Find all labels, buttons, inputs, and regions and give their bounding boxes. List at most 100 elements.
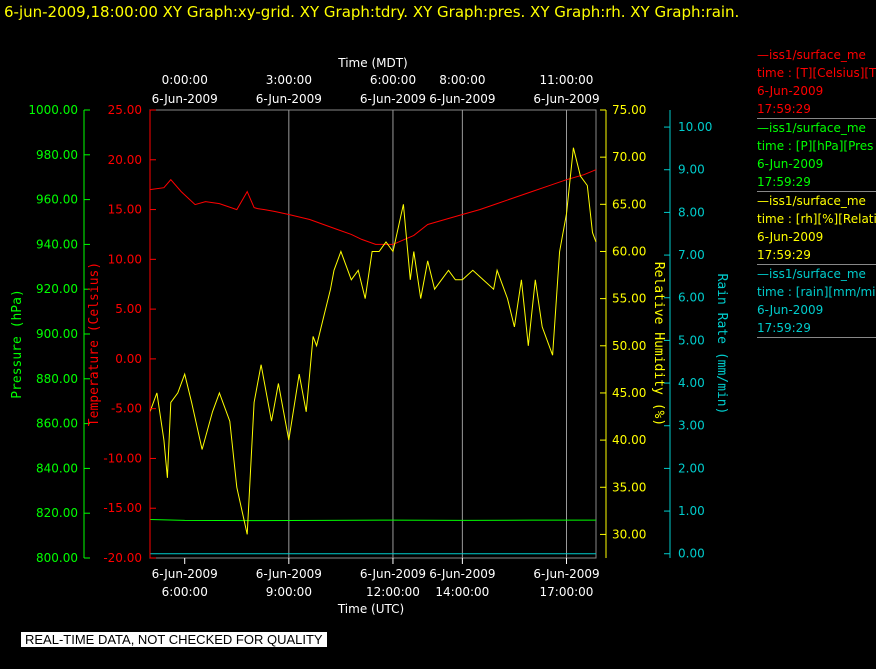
tick-label: 55.00 [612, 292, 646, 306]
tick-label: 940.00 [36, 237, 78, 251]
bottom-tick-label: 14:00:00 [435, 585, 489, 599]
top-tick-label: 3:00:00 [266, 73, 312, 87]
bottom-axis-title: Time (UTC) [337, 602, 404, 616]
bottom-tick-date: 6-Jun-2009 [360, 567, 426, 581]
tick-label: 10.00 [678, 120, 712, 134]
tick-label: -5.00 [111, 402, 142, 416]
legend-series-name: —iss1/surface_me [757, 48, 866, 62]
tick-label: 0.00 [678, 547, 705, 561]
tick-label: 0.00 [115, 352, 142, 366]
bottom-tick-date: 6-Jun-2009 [152, 567, 218, 581]
legend-date: 6-Jun-2009 [757, 84, 824, 98]
tick-label: 1.00 [678, 504, 705, 518]
legend-pressure[interactable]: —iss1/surface_me time : [P][hPa][Pres 6-… [757, 119, 876, 192]
legend-date: 6-Jun-2009 [757, 303, 824, 317]
tick-label: 880.00 [36, 372, 78, 386]
tick-label: 6.00 [678, 291, 705, 305]
bottom-tick-label: 6:00:00 [162, 585, 208, 599]
tick-label: 65.00 [612, 197, 646, 211]
tick-label: 70.00 [612, 150, 646, 164]
legend-series-var: time : [P][hPa][Pres [757, 139, 874, 153]
tick-label: -15.00 [103, 501, 142, 515]
bottom-tick-label: 9:00:00 [266, 585, 312, 599]
tick-label: 7.00 [678, 248, 705, 262]
axis-title: Rain Rate (mm/min) [714, 274, 729, 415]
time-axes: Time (MDT) 0:00:00 6-Jun-2009 3:00:00 6-Jun-… [152, 56, 600, 616]
tick-label: 35.00 [612, 480, 646, 494]
legend-time: 17:59:29 [757, 321, 811, 335]
series-line-temperature [149, 169, 597, 245]
series-line-humidity [149, 147, 597, 535]
legend-time: 17:59:29 [757, 175, 811, 189]
graph-title: 6-jun-2009,18:00:00 XY Graph:xy-grid. XY… [4, 3, 740, 21]
tick-label: 900.00 [36, 327, 78, 341]
rain-axis: 0.00 1.00 2.00 3.00 4.00 5.00 6.00 7.00 8.00 9.00… [664, 110, 729, 561]
tick-label: 30.00 [612, 527, 646, 541]
legend-humidity[interactable]: —iss1/surface_me time : [rh][%][Relati 6… [757, 192, 876, 265]
legend-date: 6-Jun-2009 [757, 230, 824, 244]
legend-rain[interactable]: —iss1/surface_me time : [rain][mm/mir 6-… [757, 265, 876, 338]
legend-series-var: time : [rain][mm/mir [757, 285, 876, 299]
top-tick-label: 8:00:00 [439, 73, 485, 87]
axis-title: Temperature (Celsius) [87, 262, 102, 426]
legend: —iss1/surface_me time : [T][Celsius][T 6… [757, 46, 876, 338]
quality-disclaimer: REAL-TIME DATA, NOT CHECKED FOR QUALITY [21, 632, 327, 647]
top-tick-date: 6-Jun-2009 [256, 92, 322, 106]
tick-label: 820.00 [36, 506, 78, 520]
bottom-tick-date: 6-Jun-2009 [429, 567, 495, 581]
tick-label: 10.00 [108, 252, 142, 266]
series-line-pressure [149, 519, 596, 522]
tick-label: 45.00 [612, 386, 646, 400]
top-tick-label: 0:00:00 [162, 73, 208, 87]
tick-label: 8.00 [678, 205, 705, 219]
legend-series-name: —iss1/surface_me [757, 194, 866, 208]
tick-label: 840.00 [36, 461, 78, 475]
legend-series-name: —iss1/surface_me [757, 267, 866, 281]
tick-label: 9.00 [678, 163, 705, 177]
bottom-tick-date: 6-Jun-2009 [256, 567, 322, 581]
axis-title: Pressure (hPa) [10, 289, 25, 399]
tick-label: 15.00 [108, 203, 142, 217]
legend-temperature[interactable]: —iss1/surface_me time : [T][Celsius][T 6… [757, 46, 876, 119]
top-tick-date: 6-Jun-2009 [429, 92, 495, 106]
tick-label: 960.00 [36, 193, 78, 207]
tick-label: 50.00 [612, 339, 646, 353]
tick-label: 800.00 [36, 551, 78, 565]
tick-label: 920.00 [36, 282, 78, 296]
top-tick-date: 6-Jun-2009 [360, 92, 426, 106]
tick-label: 60.00 [612, 244, 646, 258]
temperature-axis: -20.00 -15.00 -10.00 -5.00 0.00 5.00 10.00 15.0… [87, 103, 156, 565]
tick-label: 980.00 [36, 148, 78, 162]
legend-time: 17:59:29 [757, 248, 811, 262]
tick-label: 40.00 [612, 433, 646, 447]
tick-label: 75.00 [612, 103, 646, 117]
legend-time: 17:59:29 [757, 102, 811, 116]
data-series [149, 147, 597, 555]
bottom-tick-date: 6-Jun-2009 [533, 567, 599, 581]
top-tick-date: 6-Jun-2009 [533, 92, 599, 106]
bottom-tick-label: 17:00:00 [540, 585, 594, 599]
time-grid [288, 110, 567, 558]
tick-label: 2.00 [678, 461, 705, 475]
top-tick-date: 6-Jun-2009 [152, 92, 218, 106]
legend-date: 6-Jun-2009 [757, 157, 824, 171]
top-tick-label: 11:00:00 [540, 73, 594, 87]
legend-series-var: time : [rh][%][Relati [757, 212, 876, 226]
tick-label: 860.00 [36, 417, 78, 431]
top-tick-label: 6:00:00 [370, 73, 416, 87]
axis-title: Relative Humidity (%) [651, 262, 666, 426]
tick-label: 25.00 [108, 103, 142, 117]
bottom-tick-label: 12:00:00 [366, 585, 420, 599]
axes: 800.00 820.00 840.00 860.00 880.00 900.00 920.… [10, 103, 729, 565]
tick-label: 4.00 [678, 376, 705, 390]
pressure-axis: 800.00 820.00 840.00 860.00 880.00 900.00 920.… [10, 103, 90, 565]
top-axis-title: Time (MDT) [337, 56, 407, 70]
tick-label: 20.00 [108, 153, 142, 167]
humidity-axis: 30.00 35.00 40.00 45.00 50.00 55.00 60.00 65.00… [600, 103, 666, 558]
tick-label: 5.00 [678, 333, 705, 347]
tick-label: -10.00 [103, 451, 142, 465]
tick-label: 3.00 [678, 419, 705, 433]
legend-series-name: —iss1/surface_me [757, 121, 866, 135]
tick-label: 5.00 [115, 302, 142, 316]
